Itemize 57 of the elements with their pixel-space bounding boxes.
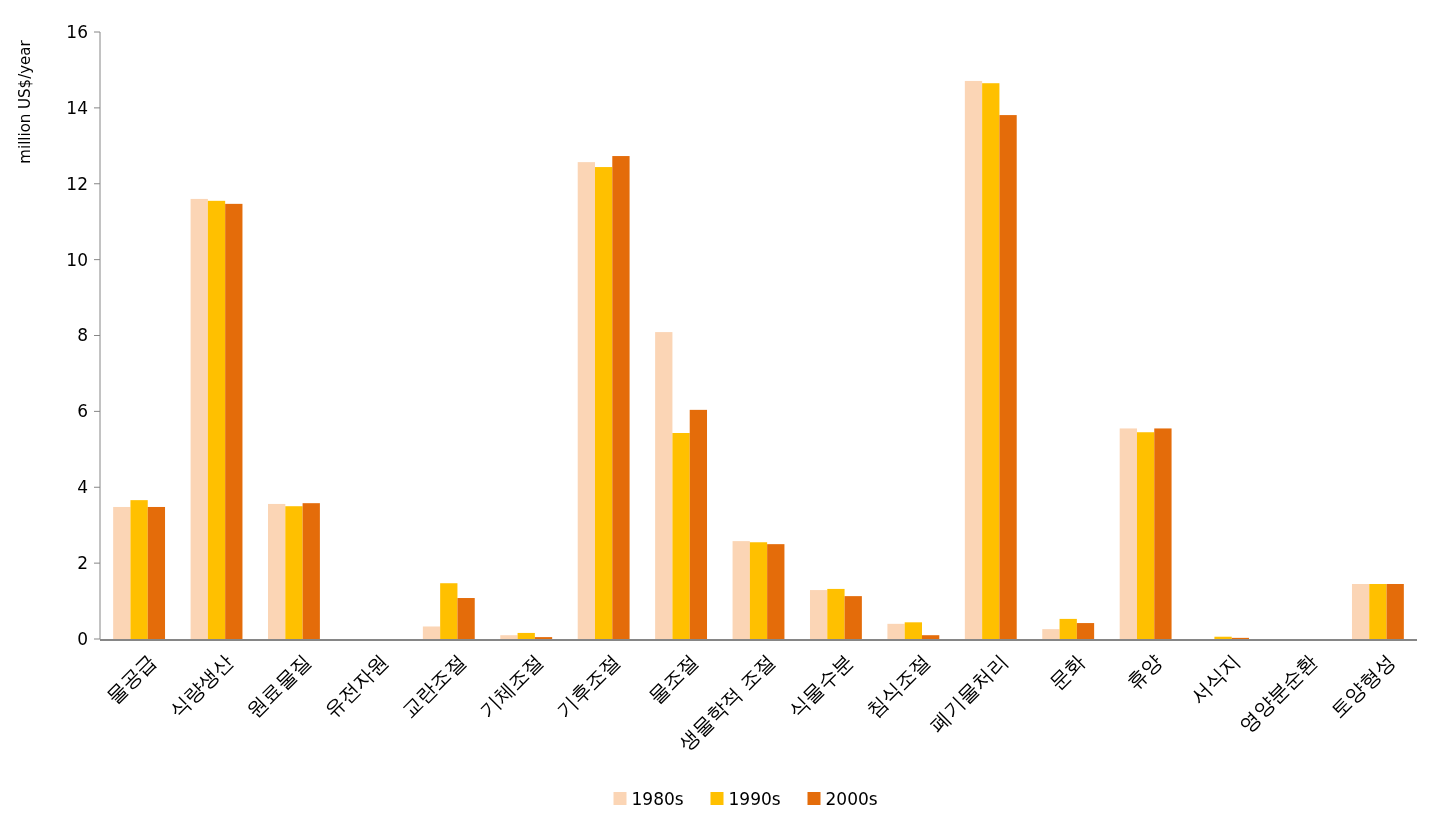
bar (689, 409, 708, 639)
bar (1386, 583, 1404, 639)
bar (964, 80, 983, 639)
bar (887, 623, 905, 639)
bar (302, 503, 320, 639)
bar (767, 544, 785, 639)
y-tick-label: 2 (77, 553, 88, 574)
bar (225, 203, 243, 639)
bar (457, 598, 475, 639)
y-axis-title: million US$/year (16, 39, 34, 164)
bar (749, 542, 768, 639)
bar (147, 506, 166, 639)
bar (113, 506, 131, 639)
bar (500, 635, 518, 639)
bar (130, 500, 148, 639)
bar (1119, 428, 1137, 639)
x-tick-label: 휴양 (1121, 649, 1168, 695)
bar (268, 503, 286, 639)
y-tick-label: 0 (77, 628, 88, 649)
x-tick-label: 문화 (1044, 649, 1090, 695)
y-tick-label: 8 (77, 325, 88, 346)
bar (190, 198, 208, 639)
bar (1351, 583, 1370, 639)
bar (285, 506, 303, 639)
bar (672, 433, 690, 639)
legend-label: 1990s (728, 788, 781, 809)
bar (1214, 636, 1232, 639)
bar (904, 622, 922, 639)
bar (207, 200, 226, 639)
y-tick-label: 12 (66, 173, 88, 194)
y-tick-label: 4 (77, 477, 88, 498)
y-tick-label: 16 (66, 21, 88, 42)
bar (809, 590, 828, 639)
bar (922, 635, 940, 639)
bar (1042, 629, 1060, 639)
y-tick-label: 6 (77, 401, 88, 422)
bar (655, 332, 673, 639)
bar (612, 156, 630, 639)
bar (844, 596, 862, 639)
bar (440, 583, 458, 639)
bar (595, 167, 613, 639)
bar (1076, 623, 1095, 639)
bar (999, 115, 1017, 639)
bar (732, 541, 750, 639)
bar (422, 626, 441, 639)
bar (1369, 583, 1387, 639)
y-tick-label: 14 (66, 97, 88, 118)
legend-label: 2000s (825, 788, 878, 809)
y-tick-label: 10 (66, 249, 88, 270)
legend-label: 1980s (631, 788, 684, 809)
bar (827, 588, 845, 639)
bar (1136, 432, 1155, 639)
bar (982, 83, 1000, 639)
bar (517, 632, 535, 639)
bar (1059, 618, 1077, 639)
bar (577, 162, 595, 639)
bar (1154, 428, 1172, 639)
